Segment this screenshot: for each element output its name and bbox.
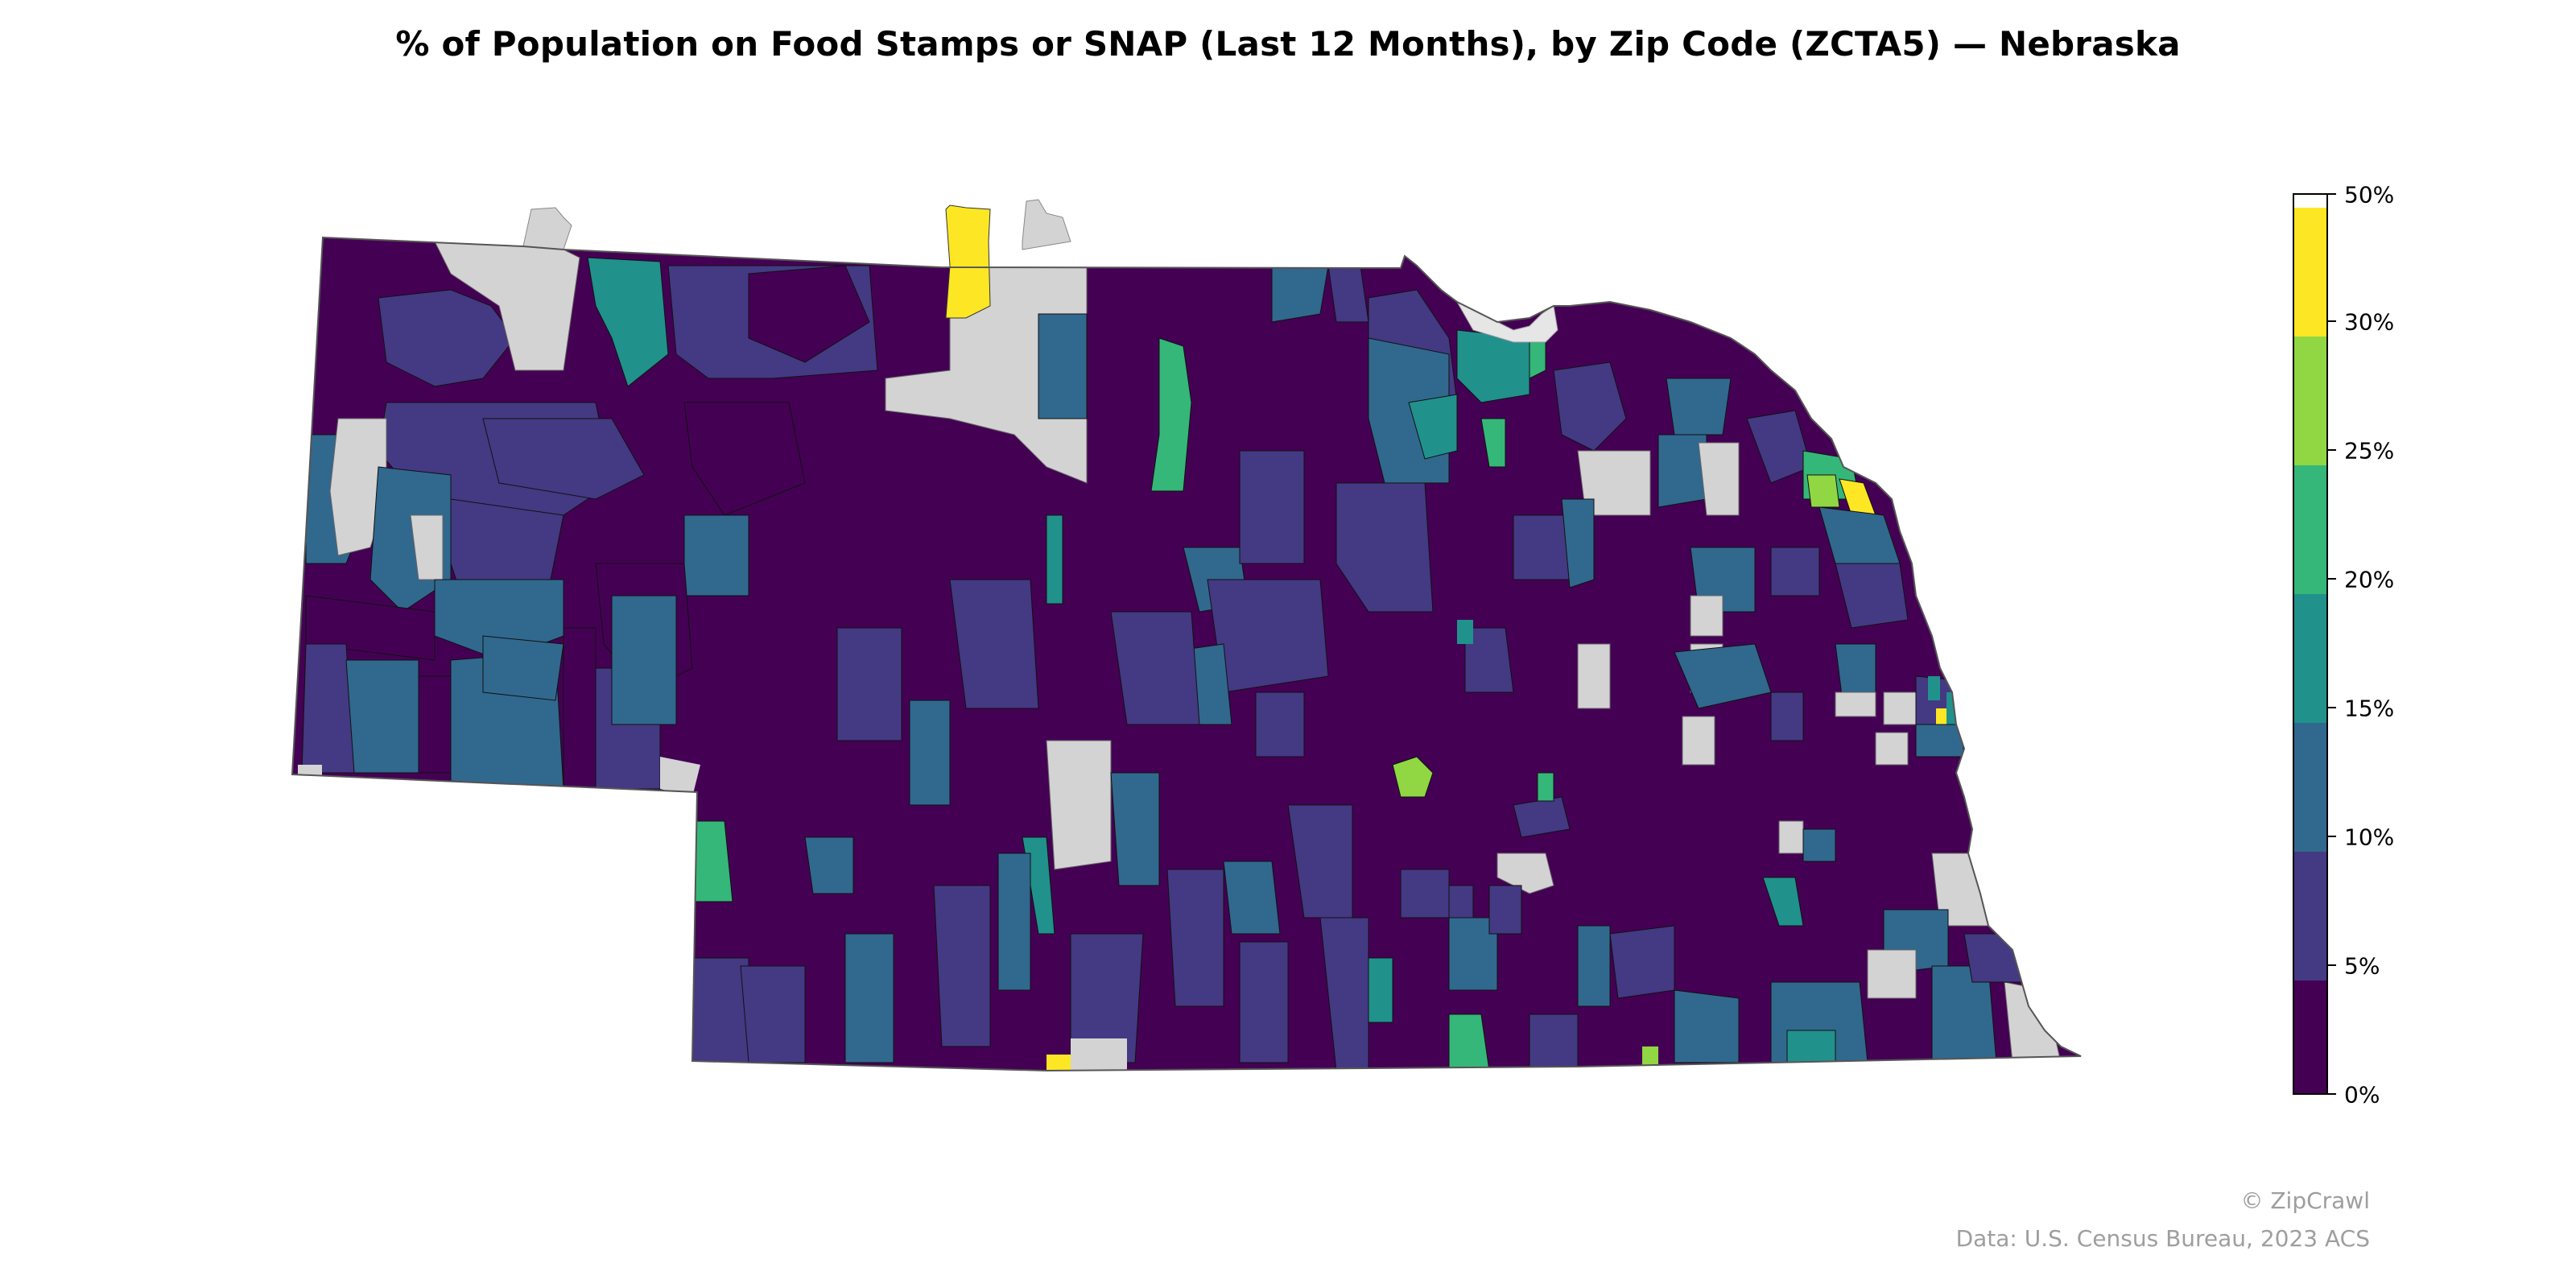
colorbar-bin-30-50 xyxy=(2294,208,2326,336)
colorbar-label-20: 20% xyxy=(2344,566,2395,593)
colorbar-tick xyxy=(2328,320,2336,322)
high-region-north-yellow xyxy=(945,204,991,319)
colorbar-label-15: 15% xyxy=(2344,695,2395,722)
data-source-credit: Data: U.S. Census Bureau, 2023 ACS xyxy=(1955,1225,2370,1252)
colorbar-tick xyxy=(2328,707,2336,708)
no-data-region-north-1 xyxy=(522,207,572,250)
colorbar-tick xyxy=(2328,578,2336,580)
colorbar-tick xyxy=(2328,193,2336,195)
brand-credit: © ZipCrawl xyxy=(2240,1187,2370,1214)
colorbar-bin-5-10 xyxy=(2294,852,2326,980)
colorbar-label-5: 5% xyxy=(2344,952,2380,980)
colorbar-bin-25-30 xyxy=(2294,336,2326,465)
colorbar-label-0: 0% xyxy=(2344,1081,2380,1108)
colorbar-bin-15-20 xyxy=(2294,594,2326,723)
colorbar-tick xyxy=(2328,449,2336,451)
colorbar-label-10: 10% xyxy=(2344,824,2395,851)
colorbar-bin-10-15 xyxy=(2294,723,2326,852)
colorbar-label-30: 30% xyxy=(2344,308,2395,336)
colorbar xyxy=(2293,193,2328,1095)
colorbar-label-25: 25% xyxy=(2344,437,2395,464)
colorbar-label-50: 50% xyxy=(2344,181,2395,208)
colorbar-bin-20-25 xyxy=(2294,465,2326,594)
colorbar-tick xyxy=(2328,1093,2336,1095)
colorbar-tick xyxy=(2328,964,2336,966)
zcta-regions xyxy=(292,237,2081,1071)
no-data-region-north-2 xyxy=(1022,199,1071,250)
colorbar-tick xyxy=(2328,836,2336,837)
chart-title: % of Population on Food Stamps or SNAP (… xyxy=(395,24,2181,64)
colorbar-bin-0-5 xyxy=(2294,980,2326,1093)
